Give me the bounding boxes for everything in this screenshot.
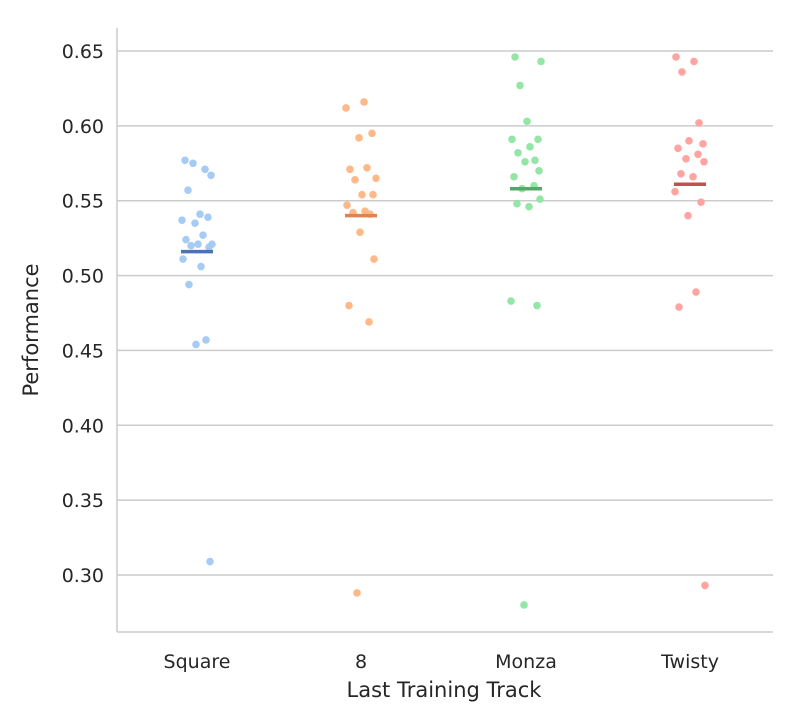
data-point xyxy=(372,174,380,183)
data-point xyxy=(521,157,529,166)
data-point xyxy=(196,210,204,218)
y-tick-label: 0.30 xyxy=(62,565,104,587)
data-point xyxy=(179,255,187,263)
data-point xyxy=(353,589,361,597)
data-point xyxy=(537,57,545,66)
data-point xyxy=(510,172,518,181)
data-point xyxy=(360,98,368,106)
data-point xyxy=(685,137,693,145)
data-point xyxy=(207,171,215,180)
data-point xyxy=(533,301,541,310)
data-point xyxy=(511,53,519,61)
data-point xyxy=(358,190,366,199)
data-point xyxy=(534,135,542,144)
data-point xyxy=(695,119,703,127)
data-point xyxy=(194,240,202,248)
data-point xyxy=(692,288,700,296)
data-point xyxy=(343,201,351,210)
data-point xyxy=(201,165,209,174)
data-point xyxy=(369,190,377,199)
data-point xyxy=(351,175,359,184)
data-point xyxy=(368,129,376,138)
x-tick-label: Monza xyxy=(495,651,557,673)
data-point xyxy=(514,149,522,157)
data-point xyxy=(182,235,190,244)
data-point xyxy=(697,198,705,207)
y-tick-labels: 0.30 0.35 0.40 0.45 0.50 0.55 0.60 0.65 xyxy=(62,41,104,587)
data-point xyxy=(204,213,212,221)
y-tick-label: 0.50 xyxy=(62,266,104,288)
y-tick-label: 0.60 xyxy=(62,116,104,138)
data-point xyxy=(700,157,708,166)
data-point xyxy=(675,303,683,311)
data-point xyxy=(197,262,205,271)
data-point xyxy=(346,165,354,174)
data-point xyxy=(191,219,199,227)
data-point xyxy=(202,336,210,344)
data-point xyxy=(672,53,680,61)
data-points xyxy=(178,53,709,609)
y-tick-label: 0.65 xyxy=(62,41,104,63)
data-point xyxy=(192,340,200,349)
data-point xyxy=(184,186,192,195)
data-point xyxy=(185,280,193,289)
data-point xyxy=(671,187,679,196)
data-point xyxy=(370,255,378,263)
data-point xyxy=(535,166,543,175)
data-point xyxy=(181,156,189,165)
data-point xyxy=(178,216,186,224)
x-tick-label: Square xyxy=(164,651,231,673)
x-tick-label: Twisty xyxy=(660,651,719,673)
data-point xyxy=(674,144,682,153)
mean-markers xyxy=(181,182,706,254)
data-point xyxy=(199,231,207,239)
data-point xyxy=(701,581,709,590)
data-point xyxy=(525,202,533,211)
data-point xyxy=(365,318,373,326)
data-point xyxy=(520,601,528,609)
grid-lines xyxy=(117,50,773,576)
data-point xyxy=(516,81,524,90)
data-point xyxy=(689,172,697,181)
data-point xyxy=(536,195,544,204)
data-point xyxy=(523,117,531,126)
data-point xyxy=(526,143,534,151)
data-point xyxy=(513,199,521,208)
data-point xyxy=(699,140,707,148)
x-tick-label: 8 xyxy=(355,651,367,673)
data-point xyxy=(507,297,515,305)
data-point xyxy=(363,163,371,172)
data-point xyxy=(205,243,213,251)
data-point xyxy=(677,169,685,178)
x-tick-labels: Square 8 Monza Twisty xyxy=(164,651,719,673)
data-point xyxy=(342,104,350,112)
y-tick-label: 0.45 xyxy=(62,340,104,362)
data-point xyxy=(684,211,692,220)
data-point xyxy=(355,134,363,142)
data-point xyxy=(189,159,197,168)
data-point xyxy=(356,228,364,236)
data-point xyxy=(508,135,516,144)
y-tick-label: 0.55 xyxy=(62,191,104,213)
data-point xyxy=(694,150,702,159)
y-tick-label: 0.35 xyxy=(62,490,104,512)
data-point xyxy=(678,68,686,76)
data-point xyxy=(682,154,690,163)
data-point xyxy=(690,57,698,66)
data-point xyxy=(531,156,539,165)
data-point xyxy=(345,301,353,310)
y-axis-label: Performance xyxy=(19,263,43,396)
axes xyxy=(116,28,773,633)
data-point xyxy=(206,557,214,566)
y-tick-label: 0.40 xyxy=(62,415,104,437)
x-axis-label: Last Training Track xyxy=(347,678,543,702)
data-point xyxy=(187,241,195,250)
